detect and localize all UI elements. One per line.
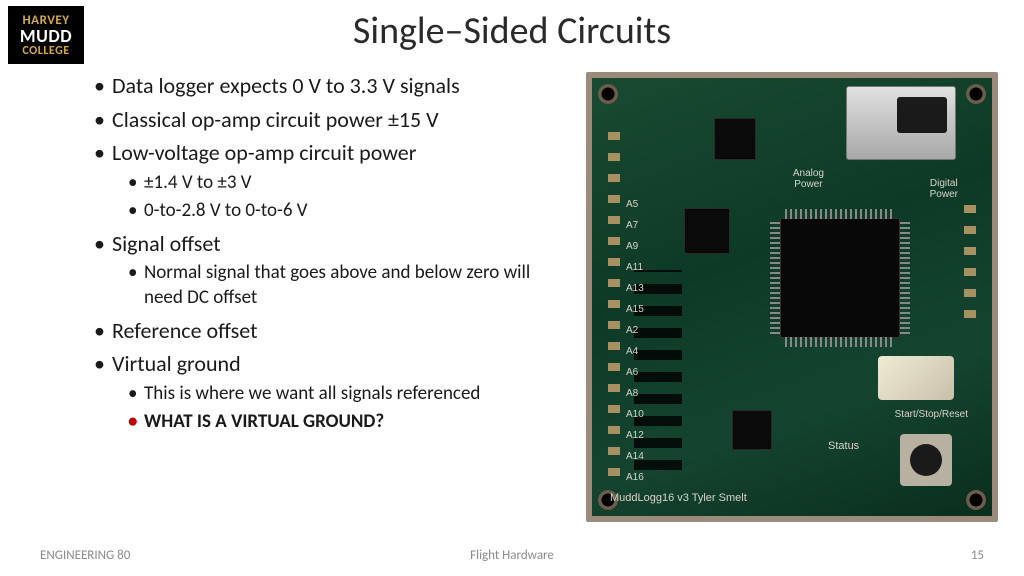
crystal-icon [878,356,954,400]
mounting-hole-icon [966,84,986,104]
bullet-item: Classical op-amp circuit power ±15 V [94,106,534,134]
circuit-board-image: Analog Power Digital Power Start/Stop/Re… [586,72,998,522]
footer-page-number: 15 [971,548,984,563]
bullet-text: Low-voltage op-amp circuit power [112,139,416,166]
silkscreen-label: Digital Power [930,178,958,200]
chip-icon [684,208,730,254]
silkscreen-label: Start/Stop/Reset [895,409,968,420]
pin-header-icon [608,132,620,476]
bullet-item: Signal offset Normal signal that goes ab… [94,230,534,311]
bullet-text: Virtual ground [112,350,241,377]
chip-icon [732,410,772,450]
microcontroller-icon [780,218,900,338]
pin-header-icon [964,198,976,318]
sub-bullet-item-emphasis: WHAT IS A VIRTUAL GROUND? [112,410,534,435]
chip-icon [714,118,756,160]
silkscreen-label: Analog Power [793,168,824,190]
slide-footer: ENGINEERING 80 Flight Hardware 15 [0,548,1024,566]
bullet-content: Data logger expects 0 V to 3.3 V signals… [94,72,534,441]
bullet-text: Signal offset [112,230,221,257]
footer-title: Flight Hardware [0,548,1024,563]
chip-pins-icon [900,222,910,334]
silkscreen-label: MuddLogg16 v3 Tyler Smelt [610,492,747,504]
sub-bullet-item: ±1.4 V to ±3 V [112,171,534,196]
mounting-hole-icon [598,84,618,104]
silkscreen-label: Status [828,440,859,452]
bullet-item: Low-voltage op-amp circuit power ±1.4 V … [94,139,534,224]
sub-bullet-item: Normal signal that goes above and below … [112,261,534,310]
slide-title: Single–Sided Circuits [0,8,1024,54]
mounting-hole-icon [966,490,986,510]
bullet-item: Virtual ground This is where we want all… [94,350,534,435]
chip-pins-icon [770,222,780,334]
bullet-item: Reference offset [94,317,534,345]
sub-bullet-item: 0-to-2.8 V to 0-to-6 V [112,199,534,224]
push-button-icon [900,434,952,486]
sd-card-slot-icon [846,86,956,160]
pin-labels: A5 A7 A9 A11 A13 A15 A2 A4 A6 A8 A10 A12… [626,194,644,488]
bullet-item: Data logger expects 0 V to 3.3 V signals [94,72,534,100]
sub-bullet-item: This is where we want all signals refere… [112,382,534,407]
